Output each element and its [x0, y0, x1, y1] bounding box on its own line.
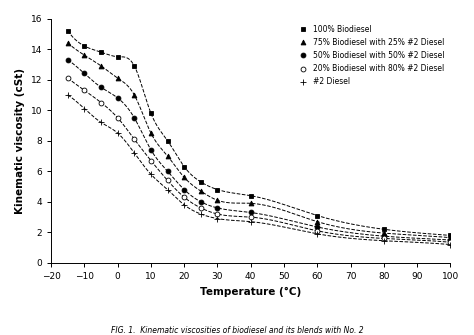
75% Biodiesel with 25% #2 Diesel [65, 41, 71, 45]
100% Biodiesel [314, 213, 320, 217]
20% Biodiesel with 80% #2 Diesel [198, 206, 204, 210]
20% Biodiesel with 80% #2 Diesel [447, 240, 453, 244]
20% Biodiesel with 80% #2 Diesel [148, 158, 154, 162]
20% Biodiesel with 80% #2 Diesel [381, 237, 387, 241]
20% Biodiesel with 80% #2 Diesel [248, 215, 254, 219]
20% Biodiesel with 80% #2 Diesel [82, 88, 87, 92]
20% Biodiesel with 80% #2 Diesel [314, 229, 320, 233]
Legend: 100% Biodiesel, 75% Biodiesel with 25% #2 Diesel, 50% Biodiesel with 50% #2 Dies: 100% Biodiesel, 75% Biodiesel with 25% #… [293, 22, 447, 89]
50% Biodiesel with 50% #2 Diesel [115, 96, 120, 100]
Line: 75% Biodiesel with 25% #2 Diesel: 75% Biodiesel with 25% #2 Diesel [65, 41, 453, 240]
100% Biodiesel [164, 139, 170, 143]
#2 Diesel [182, 203, 187, 207]
75% Biodiesel with 25% #2 Diesel [98, 64, 104, 68]
50% Biodiesel with 50% #2 Diesel [198, 200, 204, 204]
75% Biodiesel with 25% #2 Diesel [314, 220, 320, 224]
#2 Diesel [248, 220, 254, 224]
50% Biodiesel with 50% #2 Diesel [381, 234, 387, 238]
75% Biodiesel with 25% #2 Diesel [131, 93, 137, 97]
100% Biodiesel [98, 50, 104, 54]
50% Biodiesel with 50% #2 Diesel [215, 206, 220, 210]
Line: 20% Biodiesel with 80% #2 Diesel: 20% Biodiesel with 80% #2 Diesel [65, 76, 453, 245]
X-axis label: Temperature (°C): Temperature (°C) [200, 286, 301, 296]
100% Biodiesel [65, 29, 71, 33]
20% Biodiesel with 80% #2 Diesel [215, 212, 220, 216]
#2 Diesel [447, 243, 453, 247]
Line: 50% Biodiesel with 50% #2 Diesel: 50% Biodiesel with 50% #2 Diesel [65, 57, 453, 243]
50% Biodiesel with 50% #2 Diesel [131, 116, 137, 120]
75% Biodiesel with 25% #2 Diesel [82, 53, 87, 57]
100% Biodiesel [131, 64, 137, 68]
75% Biodiesel with 25% #2 Diesel [248, 201, 254, 205]
75% Biodiesel with 25% #2 Diesel [381, 231, 387, 235]
50% Biodiesel with 50% #2 Diesel [447, 238, 453, 242]
50% Biodiesel with 50% #2 Diesel [98, 85, 104, 89]
#2 Diesel [115, 131, 120, 135]
#2 Diesel [98, 120, 104, 124]
75% Biodiesel with 25% #2 Diesel [148, 131, 154, 135]
75% Biodiesel with 25% #2 Diesel [447, 236, 453, 240]
50% Biodiesel with 50% #2 Diesel [164, 169, 170, 173]
20% Biodiesel with 80% #2 Diesel [115, 116, 120, 120]
20% Biodiesel with 80% #2 Diesel [182, 195, 187, 199]
#2 Diesel [82, 107, 87, 111]
75% Biodiesel with 25% #2 Diesel [182, 175, 187, 179]
#2 Diesel [215, 217, 220, 221]
#2 Diesel [198, 212, 204, 216]
50% Biodiesel with 50% #2 Diesel [182, 188, 187, 192]
100% Biodiesel [248, 194, 254, 198]
100% Biodiesel [182, 164, 187, 169]
#2 Diesel [148, 172, 154, 176]
100% Biodiesel [215, 188, 220, 192]
#2 Diesel [131, 151, 137, 155]
75% Biodiesel with 25% #2 Diesel [115, 76, 120, 80]
50% Biodiesel with 50% #2 Diesel [314, 225, 320, 229]
100% Biodiesel [82, 44, 87, 48]
100% Biodiesel [198, 180, 204, 184]
50% Biodiesel with 50% #2 Diesel [148, 148, 154, 152]
#2 Diesel [164, 188, 170, 192]
75% Biodiesel with 25% #2 Diesel [215, 198, 220, 202]
Line: #2 Diesel: #2 Diesel [64, 92, 454, 248]
#2 Diesel [65, 93, 71, 97]
100% Biodiesel [148, 111, 154, 115]
75% Biodiesel with 25% #2 Diesel [164, 154, 170, 158]
20% Biodiesel with 80% #2 Diesel [98, 100, 104, 105]
100% Biodiesel [115, 55, 120, 59]
Text: FIG. 1.  Kinematic viscosities of biodiesel and its blends with No. 2: FIG. 1. Kinematic viscosities of biodies… [111, 326, 363, 335]
#2 Diesel [381, 239, 387, 243]
50% Biodiesel with 50% #2 Diesel [65, 58, 71, 62]
50% Biodiesel with 50% #2 Diesel [248, 210, 254, 214]
50% Biodiesel with 50% #2 Diesel [82, 71, 87, 75]
20% Biodiesel with 80% #2 Diesel [164, 179, 170, 183]
#2 Diesel [314, 232, 320, 236]
Line: 100% Biodiesel: 100% Biodiesel [65, 28, 453, 238]
100% Biodiesel [381, 227, 387, 231]
20% Biodiesel with 80% #2 Diesel [65, 76, 71, 80]
20% Biodiesel with 80% #2 Diesel [131, 137, 137, 141]
75% Biodiesel with 25% #2 Diesel [198, 189, 204, 193]
Y-axis label: Kinematic viscosity (cSt): Kinematic viscosity (cSt) [15, 68, 25, 214]
100% Biodiesel [447, 233, 453, 238]
